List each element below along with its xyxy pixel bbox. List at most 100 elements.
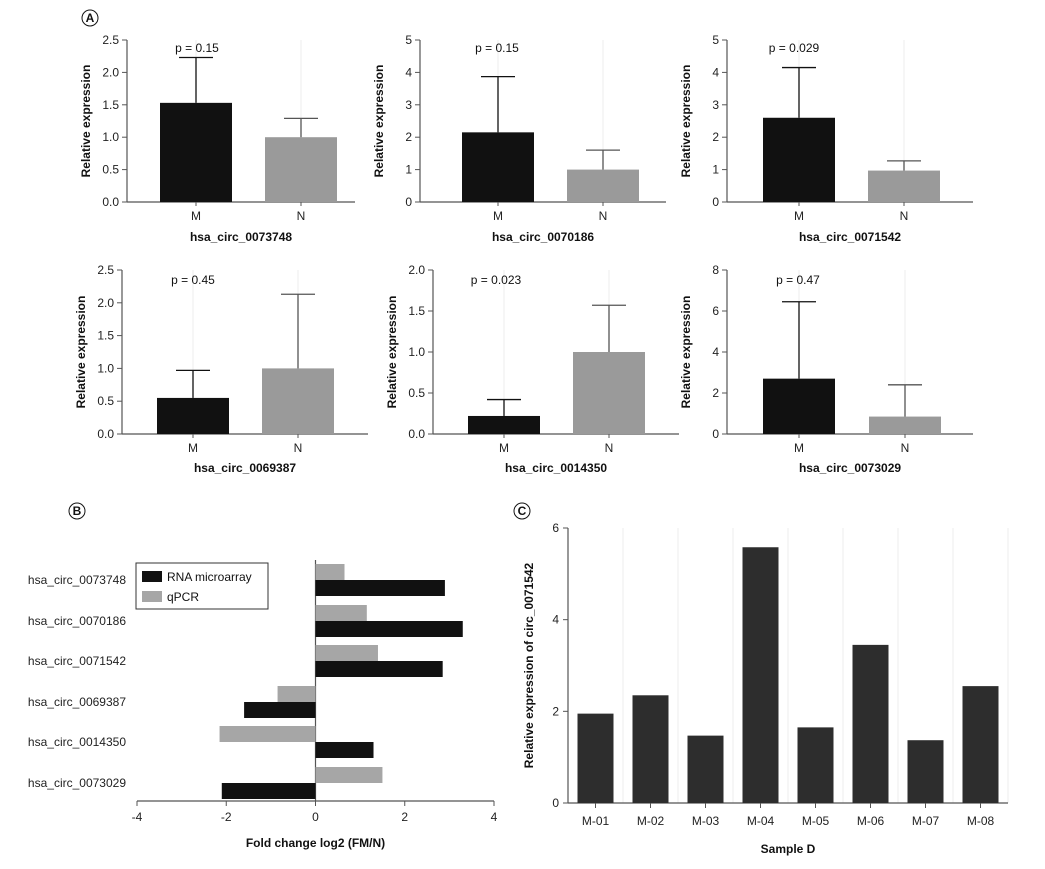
y-tick-label: 2.5 <box>97 263 114 277</box>
bar-sample <box>632 695 669 803</box>
x-tick-label: 2 <box>401 810 408 824</box>
y-tick-label: 2.0 <box>408 263 425 277</box>
y-tick-label: 3 <box>405 98 412 112</box>
y-tick-label: 0 <box>712 195 719 209</box>
legend-label-qpcr: qPCR <box>167 590 199 604</box>
bar-n <box>573 352 645 434</box>
x-tick-label: N <box>901 441 910 455</box>
p-value-label: p = 0.45 <box>171 273 215 287</box>
p-value-label: p = 0.15 <box>175 41 219 55</box>
x-tick-label: M <box>191 209 201 223</box>
x-tick-label: N <box>599 209 608 223</box>
bar-m <box>160 102 232 202</box>
bar-qpcr <box>219 726 316 742</box>
bar-qpcr <box>277 686 316 702</box>
x-tick-label: N <box>900 209 909 223</box>
y-axis-label: Relative expression <box>385 296 399 409</box>
bar-m <box>468 415 540 434</box>
x-tick-label: M <box>794 209 804 223</box>
y-tick-label: 4 <box>712 345 719 359</box>
y-tick-label: 6 <box>712 304 719 318</box>
y-tick-label: 1.0 <box>97 361 114 375</box>
y-tick-label: 1.5 <box>97 329 114 343</box>
x-tick-label: 4 <box>491 810 498 824</box>
y-axis-label: Relative expression <box>679 296 693 409</box>
y-tick-label: 1 <box>712 163 719 177</box>
chart-c: 0 2 4 6 M-01 M-02 M-03 M-04 M-05 M-06 M-07 M-08 Samp… <box>522 521 1009 856</box>
y-tick-label: 0.5 <box>97 394 114 408</box>
y-axis-label: Relative expression <box>679 65 693 178</box>
p-value-label: p = 0.15 <box>475 41 519 55</box>
chart-title: hsa_circ_0014350 <box>505 461 607 475</box>
x-tick-label: M-07 <box>912 814 940 828</box>
plots-container: 0.0 0.5 1.0 1.5 2.0 2.5 M Np = 0.15 hsa_circ_007… <box>28 33 1009 856</box>
x-tick-label: N <box>605 441 614 455</box>
bar-sample <box>687 735 724 803</box>
chart-a6: 0 2 4 6 8 M Np = 0.47 hsa_circ_0073029 Relative … <box>679 263 973 475</box>
y-axis-label: Relative expression <box>74 296 88 409</box>
panel-label-b: B <box>68 502 86 520</box>
bar-sample <box>577 713 614 803</box>
chart-title: hsa_circ_0069387 <box>194 461 296 475</box>
legend-swatch-qpcr <box>142 591 162 602</box>
y-tick-label: 5 <box>405 33 412 47</box>
y-tick-label: 2 <box>405 130 412 144</box>
x-axis-label: Fold change log2 (FM/N) <box>246 836 385 850</box>
bar-sample <box>852 644 889 803</box>
chart-a5: 0.0 0.5 1.0 1.5 2.0 M Np = 0.023 hsa_circ_00143… <box>385 263 679 475</box>
y-tick-label: 2.5 <box>102 33 119 47</box>
x-tick-label: M-01 <box>582 814 610 828</box>
bar-microarray <box>315 580 445 596</box>
y-tick-label: 2 <box>712 130 719 144</box>
chart-title: hsa_circ_0073029 <box>799 461 901 475</box>
x-tick-label: M-08 <box>967 814 995 828</box>
x-axis-label: Sample D <box>761 842 816 856</box>
bar-microarray <box>221 783 316 799</box>
panel-label-c: C <box>513 502 531 520</box>
y-axis-label: Relative expression <box>372 65 386 178</box>
x-tick-label: M-05 <box>802 814 830 828</box>
p-value-label: p = 0.023 <box>471 273 522 287</box>
y-tick-label: 2.0 <box>97 296 114 310</box>
x-tick-label: N <box>297 209 306 223</box>
bar-n <box>869 416 941 434</box>
panel-label-a: A <box>81 9 99 27</box>
chart-a3: 0 1 2 3 4 5 M Np = 0.029 hsa_circ_0071542 Relativ… <box>679 33 973 244</box>
chart-title: hsa_circ_0073748 <box>190 230 292 244</box>
y-tick-label: 1.0 <box>408 345 425 359</box>
bar-sample <box>962 686 999 803</box>
y-tick-label: 4 <box>405 65 412 79</box>
chart-a1: 0.0 0.5 1.0 1.5 2.0 2.5 M Np = 0.15 hsa_circ_007… <box>79 33 355 244</box>
chart-a4: 0.0 0.5 1.0 1.5 2.0 2.5 M Np = 0.45 hsa_circ_006… <box>74 263 368 475</box>
y-axis-label: Relative expression of circ_0071542 <box>522 562 536 768</box>
y-tick-label: 0 <box>552 796 559 810</box>
p-value-label: p = 0.47 <box>776 273 820 287</box>
bar-m <box>157 397 229 434</box>
x-tick-label: M-02 <box>637 814 665 828</box>
category-label: hsa_circ_0073029 <box>28 776 126 790</box>
y-tick-label: 0.0 <box>97 427 114 441</box>
x-tick-label: M <box>188 441 198 455</box>
category-label: hsa_circ_0014350 <box>28 735 126 749</box>
y-tick-label: 6 <box>552 521 559 535</box>
bar-n <box>262 368 334 434</box>
legend-label-microarray: RNA microarray <box>167 570 252 584</box>
x-tick-label: -4 <box>132 810 143 824</box>
x-tick-label: M <box>499 441 509 455</box>
bar-m <box>763 117 835 202</box>
y-tick-label: 1.0 <box>102 130 119 144</box>
bar-qpcr <box>315 564 345 580</box>
bar-qpcr <box>315 645 378 661</box>
x-tick-label: -2 <box>221 810 232 824</box>
bar-sample <box>907 740 944 803</box>
y-tick-label: 4 <box>712 65 719 79</box>
bar-n <box>868 170 940 202</box>
y-tick-label: 0 <box>712 427 719 441</box>
x-tick-label: M-04 <box>747 814 775 828</box>
category-label: hsa_circ_0069387 <box>28 695 126 709</box>
y-tick-label: 0.0 <box>408 427 425 441</box>
y-tick-label: 2 <box>712 386 719 400</box>
bar-m <box>763 378 835 434</box>
bar-sample <box>742 547 779 803</box>
bar-sample <box>797 727 834 803</box>
